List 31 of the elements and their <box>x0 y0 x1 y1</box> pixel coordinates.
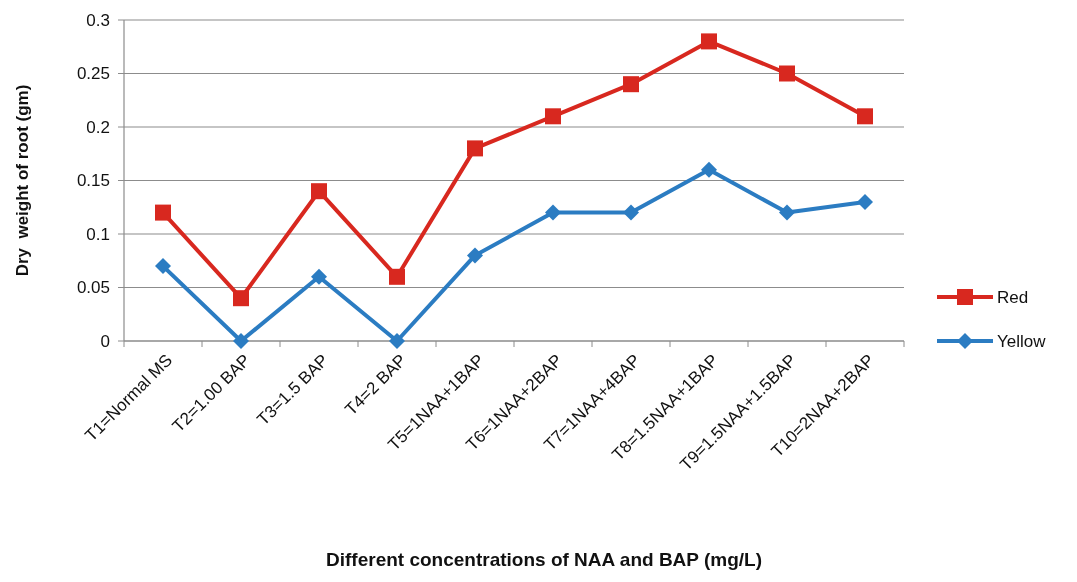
point <box>389 268 405 285</box>
y-axis-title: Dry weight of root (gm) <box>13 84 32 277</box>
point <box>701 161 717 178</box>
point <box>545 108 561 125</box>
point <box>311 268 327 285</box>
point <box>779 65 795 82</box>
point <box>701 33 717 50</box>
point <box>545 204 561 221</box>
legend-label: Red <box>997 287 1029 307</box>
point <box>155 204 171 221</box>
point <box>467 247 483 264</box>
legend-label: Yellow <box>997 331 1047 351</box>
point <box>857 193 873 210</box>
y-tick-label: 0.3 <box>86 10 110 30</box>
point <box>389 333 405 349</box>
point <box>857 108 873 125</box>
point <box>233 333 249 349</box>
y-tick-label: 0.1 <box>86 224 110 244</box>
point <box>311 183 327 200</box>
x-axis-title: Different concentrations of NAA and BAP (mg/L) <box>326 549 762 570</box>
point <box>155 258 171 275</box>
y-tick-label: 0.25 <box>76 64 110 84</box>
y-tick-label: 0.05 <box>76 278 110 298</box>
y-tick-label: 0.15 <box>76 171 110 191</box>
point <box>623 204 639 221</box>
point <box>467 140 483 157</box>
point <box>623 76 639 93</box>
point <box>779 204 795 221</box>
point <box>233 290 249 307</box>
y-tick-label: 0 <box>100 331 110 351</box>
y-tick-label: 0.2 <box>86 117 110 137</box>
